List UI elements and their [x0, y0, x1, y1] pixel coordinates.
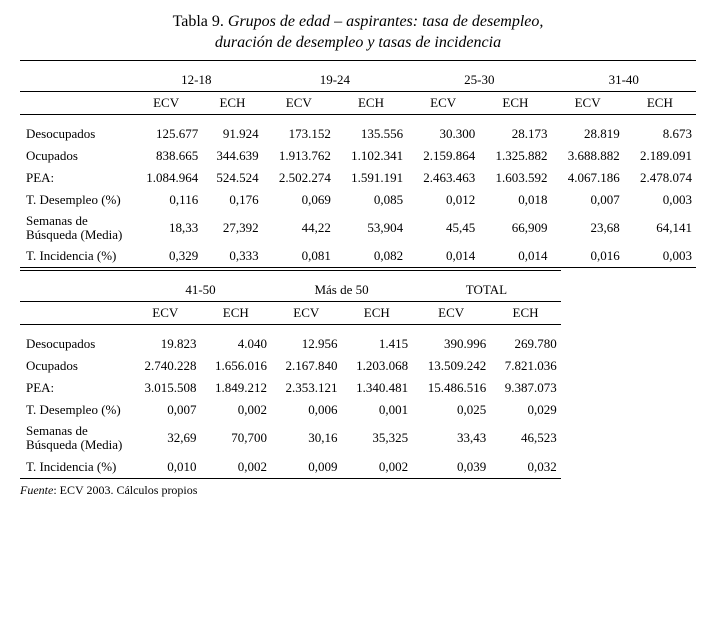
table-row: Ocupados 838.665344.639 1.913.7621.102.3…	[20, 145, 696, 167]
table-title: Tabla 9. Grupos de edad – aspirantes: ta…	[20, 12, 696, 54]
table-row: T. Incidencia (%) 0,3290,333 0,0810,082 …	[20, 245, 696, 268]
row-label: T. Desempleo (%)	[20, 399, 130, 421]
row-label: Ocupados	[20, 145, 130, 167]
table-row: T. Desempleo (%) 0,0070,002 0,0060,001 0…	[20, 399, 561, 421]
source-text: : ECV 2003. Cálculos propios	[53, 483, 197, 497]
table-row: Ocupados 2.740.2281.656.016 2.167.8401.2…	[20, 355, 561, 377]
sub-header: ECV	[130, 92, 202, 115]
group-header: 12-18	[130, 69, 263, 92]
sub-header: ECV	[263, 92, 335, 115]
title-line-1: Grupos de edad – aspirantes: tasa de des…	[228, 13, 544, 30]
row-label: Semanas de Búsqueda (Media)	[20, 211, 130, 246]
sub-header: ECV	[412, 302, 490, 325]
title-prefix: Tabla 9.	[173, 13, 224, 30]
row-label: PEA:	[20, 377, 130, 399]
data-table-top: 12-18 19-24 25-30 31-40 ECV ECH ECV ECH …	[20, 60, 696, 269]
sub-header: ECH	[335, 92, 407, 115]
table-row: T. Desempleo (%) 0,1160,176 0,0690,085 0…	[20, 189, 696, 211]
source-label: Fuente	[20, 483, 53, 497]
sub-header: ECH	[490, 302, 561, 325]
group-header: 25-30	[407, 69, 551, 92]
table-row: PEA: 1.084.964524.524 2.502.2741.591.191…	[20, 167, 696, 189]
row-label: T. Incidencia (%)	[20, 245, 130, 268]
group-header: Más de 50	[271, 279, 412, 302]
row-label: Desocupados	[20, 123, 130, 145]
title-line-2: duración de desempleo y tasas de inciden…	[215, 34, 501, 51]
table-row: T. Incidencia (%) 0,0100,002 0,0090,002 …	[20, 456, 561, 479]
table-row: Desocupados 19.8234.040 12.9561.415 390.…	[20, 333, 561, 355]
sub-header: ECV	[271, 302, 342, 325]
table-row: Semanas de Búsqueda (Media) 32,6970,700 …	[20, 421, 561, 456]
sub-header: ECV	[407, 92, 479, 115]
sub-header: ECV	[130, 302, 201, 325]
group-header: 41-50	[130, 279, 271, 302]
sub-header: ECH	[624, 92, 696, 115]
sub-header: ECV	[551, 92, 623, 115]
row-label: T. Incidencia (%)	[20, 456, 130, 479]
row-label: Semanas de Búsqueda (Media)	[20, 421, 130, 456]
sub-header: ECH	[479, 92, 551, 115]
row-label: Desocupados	[20, 333, 130, 355]
data-table-bottom: 41-50 Más de 50 TOTAL ECV ECH ECV ECH EC…	[20, 270, 561, 479]
table-row: PEA: 3.015.5081.849.212 2.353.1211.340.4…	[20, 377, 561, 399]
source-note: Fuente: ECV 2003. Cálculos propios	[20, 483, 696, 498]
sub-header: ECH	[202, 92, 262, 115]
group-header: 19-24	[263, 69, 407, 92]
group-header: TOTAL	[412, 279, 561, 302]
row-label: PEA:	[20, 167, 130, 189]
row-label: T. Desempleo (%)	[20, 189, 130, 211]
sub-header: ECH	[342, 302, 413, 325]
table-row: Semanas de Búsqueda (Media) 18,3327,392 …	[20, 211, 696, 246]
sub-header: ECH	[201, 302, 272, 325]
group-header: 31-40	[551, 69, 696, 92]
row-label: Ocupados	[20, 355, 130, 377]
table-row: Desocupados 125.67791.924 173.152135.556…	[20, 123, 696, 145]
